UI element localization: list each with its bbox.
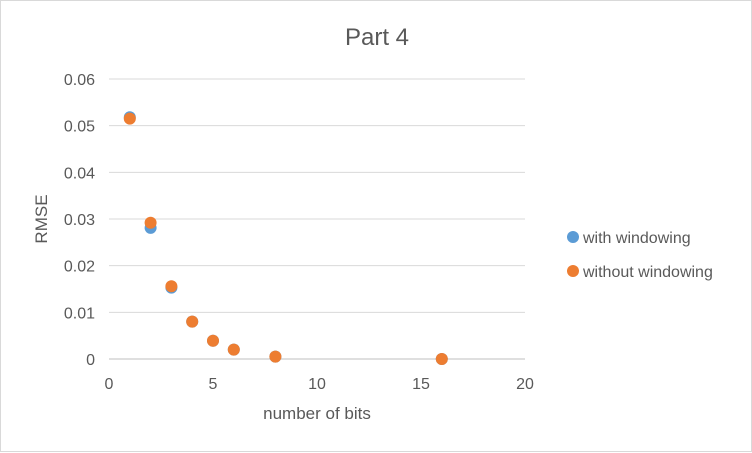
x-axis-title: number of bits [263, 404, 371, 423]
data-point [123, 112, 136, 125]
data-point [269, 350, 282, 363]
y-axis-title: RMSE [32, 194, 51, 243]
y-tick-label: 0.04 [64, 165, 95, 182]
legend: with windowing without windowing [567, 230, 713, 281]
chart-title: Part 4 [345, 24, 409, 51]
y-tick-label: 0.06 [64, 72, 95, 89]
legend-marker [567, 265, 579, 277]
data-point [207, 334, 219, 347]
legend-label: without windowing [582, 264, 713, 281]
y-tick-label: 0.05 [64, 119, 95, 136]
data-points [123, 111, 448, 365]
y-tick-label: 0.01 [64, 305, 95, 322]
legend-label: with windowing [582, 230, 691, 247]
x-tick-label: 20 [516, 376, 534, 393]
y-tick-label: 0 [86, 352, 95, 369]
x-tick-label: 15 [412, 376, 430, 393]
x-tick-label: 5 [209, 376, 218, 393]
x-tick-label: 10 [308, 376, 326, 393]
x-tick-label: 0 [105, 376, 114, 393]
x-tick-labels: 0 5 10 15 20 [105, 376, 534, 393]
gridlines [109, 78, 525, 360]
data-point [144, 216, 157, 229]
y-tick-label: 0.03 [64, 212, 95, 229]
legend-marker [567, 231, 579, 243]
y-tick-label: 0.02 [64, 259, 95, 276]
data-point [435, 353, 448, 365]
data-point [186, 315, 199, 328]
y-tick-labels: 0 0.01 0.02 0.03 0.04 0.05 0.06 [64, 72, 95, 369]
data-point [227, 343, 240, 356]
data-point [165, 280, 178, 293]
